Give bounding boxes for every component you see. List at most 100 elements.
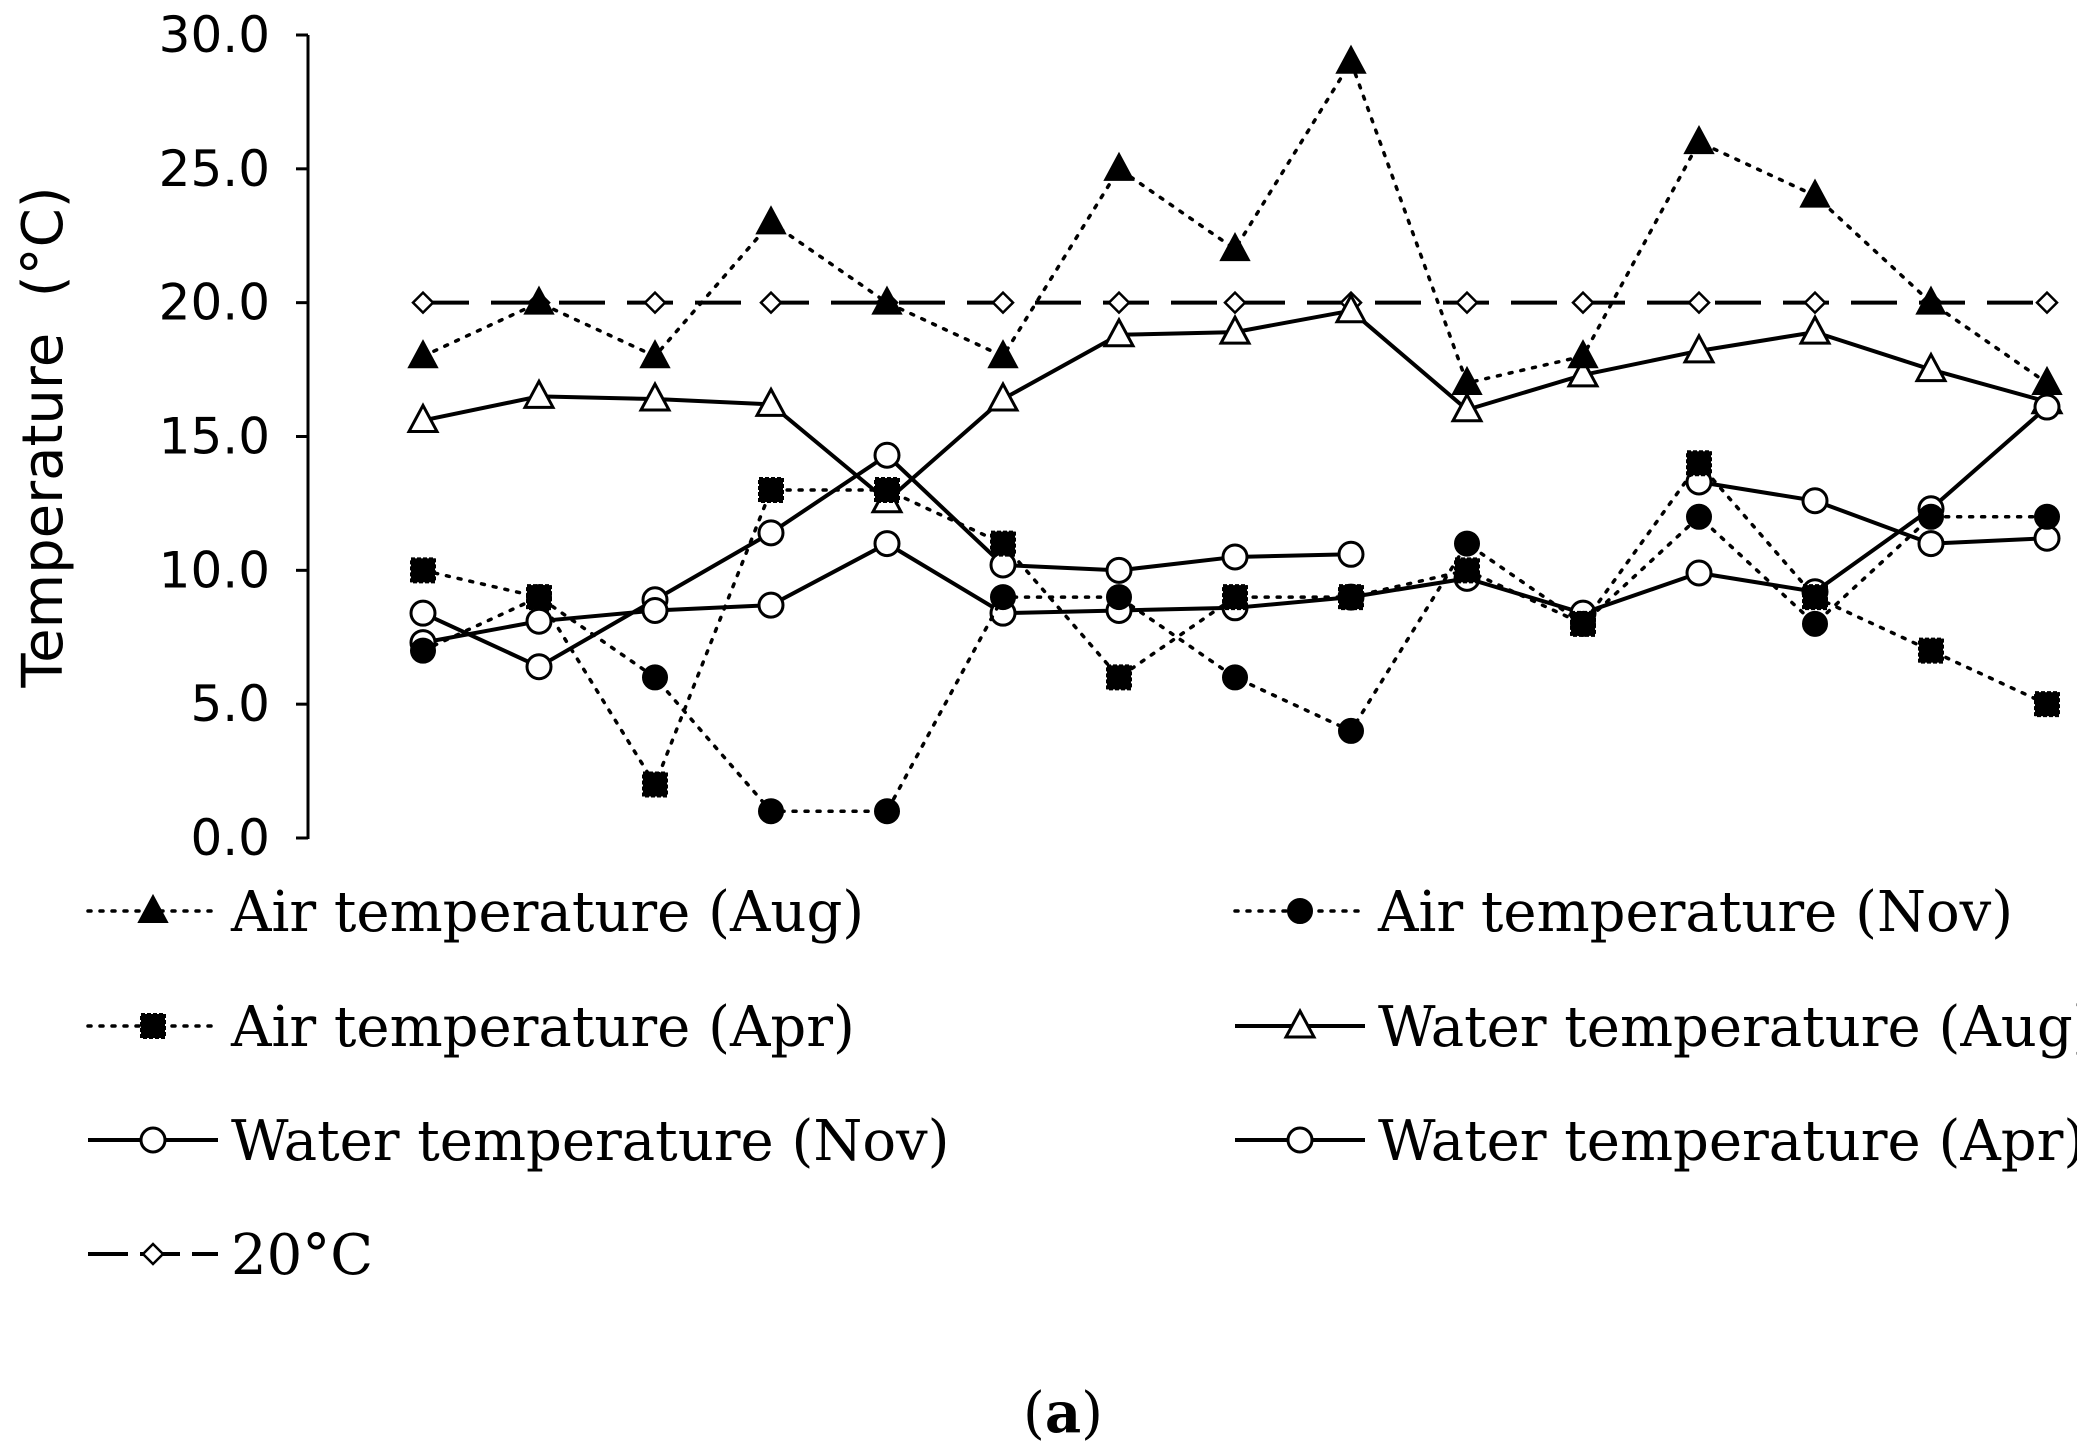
data-point	[2033, 393, 2061, 421]
data-point	[1223, 290, 1247, 315]
data-point	[1219, 232, 1251, 262]
series-4	[409, 441, 2061, 681]
data-point	[1454, 557, 1480, 584]
data-point	[1918, 503, 1944, 530]
data-point	[757, 519, 785, 547]
data-point	[522, 378, 556, 409]
data-point	[991, 290, 1015, 315]
data-point	[525, 607, 553, 635]
data-point	[1337, 540, 1365, 568]
data-point	[1682, 332, 1716, 364]
data-point	[139, 1126, 167, 1154]
data-point	[407, 339, 439, 369]
data-point	[642, 664, 668, 691]
data-point	[987, 339, 1019, 369]
data-point	[1450, 391, 1484, 423]
data-point	[759, 290, 783, 315]
y-axis-title: Temperature (°C)	[11, 186, 76, 688]
y-tick-label: 10.0	[159, 541, 270, 599]
legend-item: Air temperature (Nov)	[1233, 880, 2013, 945]
data-point	[1914, 351, 1948, 383]
legend-item: Air temperature (Apr)	[86, 995, 855, 1060]
legend-item: 20°C	[88, 1223, 373, 1288]
data-point	[1222, 664, 1248, 691]
data-point	[1334, 292, 1368, 324]
data-point	[1107, 290, 1131, 315]
data-point	[641, 596, 669, 624]
legend: Air temperature (Aug) Air temperature (No…	[86, 880, 2077, 1288]
y-tick-label: 5.0	[190, 675, 270, 733]
data-point	[1451, 365, 1483, 395]
series-0	[407, 44, 2063, 395]
data-point	[410, 557, 436, 584]
data-point	[140, 1013, 166, 1039]
series-line	[421, 515, 2049, 813]
data-point	[526, 584, 552, 611]
data-point	[1570, 610, 1596, 637]
data-point	[643, 290, 667, 315]
data-point	[1686, 503, 1712, 530]
series-layer	[406, 44, 2064, 825]
series-line	[421, 461, 2049, 787]
data-point	[1103, 151, 1135, 181]
data-point	[1915, 285, 1947, 315]
data-point	[2034, 691, 2060, 718]
data-point	[1686, 450, 1712, 477]
data-point	[525, 653, 553, 681]
data-point	[986, 380, 1020, 412]
data-point	[523, 285, 555, 315]
data-point	[1566, 356, 1600, 388]
series-line	[421, 60, 2049, 385]
data-point	[411, 290, 435, 315]
data-point	[1917, 530, 1945, 558]
data-point	[2034, 503, 2060, 530]
data-point	[1567, 339, 1599, 369]
data-point	[639, 339, 671, 369]
data-point	[989, 551, 1017, 579]
data-point	[1338, 717, 1364, 744]
data-point	[1685, 559, 1713, 587]
data-point	[409, 599, 437, 627]
data-point	[1287, 898, 1313, 924]
legend-label: Air temperature (Nov)	[1377, 880, 2013, 945]
data-point	[1801, 487, 1829, 515]
data-point	[1102, 316, 1136, 348]
data-point	[1803, 290, 1827, 315]
data-point	[642, 771, 668, 798]
legend-label: Air temperature (Apr)	[230, 995, 855, 1060]
legend-label: Water temperature (Nov)	[231, 1109, 950, 1174]
data-point	[1218, 313, 1252, 345]
y-tick-label: 0.0	[190, 809, 270, 867]
data-point	[1799, 178, 1831, 208]
data-point	[1106, 664, 1132, 691]
data-point	[990, 584, 1016, 611]
data-point	[2031, 365, 2063, 395]
data-point	[1918, 637, 1944, 664]
data-point	[1106, 584, 1132, 611]
legend-label: Air temperature (Aug)	[230, 880, 864, 945]
data-point	[1335, 44, 1367, 74]
data-point	[1802, 584, 1828, 611]
data-point	[410, 637, 436, 664]
data-point	[757, 591, 785, 619]
y-tick-label: 30.0	[159, 6, 270, 64]
legend-label: Water temperature (Aug)	[1378, 995, 2077, 1060]
data-point	[2033, 524, 2061, 552]
data-point	[871, 285, 903, 315]
data-point	[137, 893, 169, 923]
legend-item: Water temperature (Nov)	[88, 1109, 950, 1174]
data-point	[2035, 290, 2059, 315]
data-point	[758, 477, 784, 504]
data-point	[990, 530, 1016, 557]
legend-item: Air temperature (Aug)	[86, 880, 864, 945]
data-point	[874, 477, 900, 504]
y-tick-label: 15.0	[159, 408, 270, 466]
data-point	[1283, 1007, 1317, 1039]
data-point	[638, 380, 672, 412]
data-point	[1221, 543, 1249, 571]
y-axis: 0.0 5.0 10.0 15.0 20.0 25.0 30.0	[159, 6, 310, 867]
series-2	[410, 450, 2060, 798]
series-1	[410, 503, 2060, 825]
data-point	[1454, 530, 1480, 557]
data-point	[1798, 313, 1832, 345]
